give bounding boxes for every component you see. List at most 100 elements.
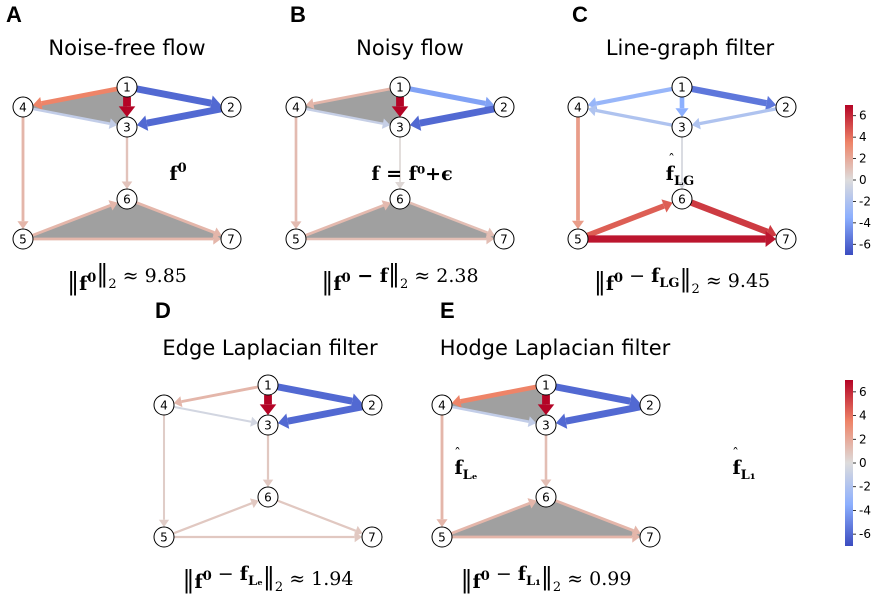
colorbar-tick: 4 — [859, 130, 867, 144]
norm-expression: ‖f0 − fL₁‖2 ≈ 0.99 — [461, 563, 632, 595]
edge-1-2 — [555, 383, 641, 409]
node-2: 2 — [493, 96, 515, 118]
svg-text:3: 3 — [123, 121, 131, 135]
norm-expression: ‖f0 − fLG‖2 ≈ 9.45 — [594, 265, 770, 297]
svg-text:4: 4 — [19, 101, 27, 115]
panel-a: A Noise-free flow 1 2 3 4 5 6 7 f0 ‖f0‖2 ≈ 9.85 — [6, 2, 242, 297]
node-4: 4 — [431, 394, 453, 416]
panel-b: B Noisy flow 1 2 3 4 5 6 7 f = f⁰+ϵ ‖f0 − f‖2 ≈ 2.… — [285, 2, 515, 297]
flow-label: f0 — [169, 161, 186, 185]
node-2: 2 — [639, 394, 661, 416]
colorbar-tick: 4 — [859, 409, 867, 423]
norm-expression: ‖f0 − fLₑ‖2 ≈ 1.94 — [183, 563, 354, 595]
edge-4-5 — [571, 117, 585, 229]
filled-triangle — [296, 87, 400, 127]
filled-triangle — [442, 497, 650, 537]
flow-label: fLₑ — [454, 457, 477, 483]
node-4: 4 — [567, 96, 589, 118]
colorbar-tick: -2 — [859, 194, 871, 208]
edge-1-2 — [691, 85, 777, 111]
svg-text:5: 5 — [292, 233, 300, 247]
svg-text:6: 6 — [678, 193, 686, 207]
edge-5-6 — [31, 200, 118, 237]
node-2: 2 — [361, 394, 383, 416]
flow-label: fLG — [666, 163, 694, 189]
node-5: 5 — [567, 228, 589, 250]
edge-1-3 — [675, 97, 689, 117]
svg-text:4: 4 — [438, 399, 446, 413]
edge-5-6 — [586, 199, 673, 239]
node-6: 6 — [389, 188, 411, 210]
edge-2-3 — [409, 105, 495, 131]
svg-text:7: 7 — [782, 233, 790, 247]
edge-4-3 — [32, 107, 118, 130]
node-3: 3 — [535, 414, 557, 436]
panel-title: Noisy flow — [356, 36, 464, 60]
colorbar-gradient — [845, 380, 853, 546]
node-7: 7 — [220, 228, 242, 250]
hat-accent: ˆ — [732, 446, 739, 462]
svg-text:7: 7 — [646, 531, 654, 545]
edge-4-3 — [451, 405, 537, 428]
edge-3-4 — [587, 104, 673, 127]
panel-letter: E — [440, 298, 455, 323]
edge-1-4 — [305, 87, 391, 110]
svg-text:7: 7 — [227, 233, 235, 247]
colorbar-tick: 0 — [859, 456, 867, 470]
edge-4-5 — [158, 415, 170, 527]
edge-1-3 — [391, 97, 409, 117]
edge-2-3 — [691, 107, 777, 130]
norm-expression: ‖f0‖2 ≈ 9.85 — [67, 260, 187, 297]
edge-1-4 — [451, 384, 537, 408]
colorbars: 6 4 2 0 -2 -4 -6 6 4 2 0 -2 -4 -6 — [845, 105, 871, 546]
svg-text:1: 1 — [678, 81, 686, 95]
hat-accent: ˆ — [668, 152, 675, 168]
node-2: 2 — [220, 96, 242, 118]
edge-1-4 — [587, 86, 673, 110]
norm-expression: ‖f0 − f‖2 ≈ 2.38 — [321, 260, 478, 297]
edge-1-3 — [259, 395, 277, 415]
panel-letter: D — [155, 298, 171, 323]
node-6: 6 — [257, 486, 279, 508]
svg-text:3: 3 — [542, 419, 550, 433]
edge-1-4 — [32, 86, 118, 110]
edge-5-6 — [450, 498, 537, 535]
edge-1-2 — [277, 383, 363, 409]
filled-triangle — [296, 199, 504, 239]
edge-5-7 — [306, 233, 494, 245]
node-5: 5 — [285, 228, 307, 250]
filled-triangle — [442, 385, 546, 425]
svg-text:4: 4 — [574, 101, 582, 115]
edge-4-5 — [290, 117, 302, 229]
panels: A Noise-free flow 1 2 3 4 5 6 7 f0 ‖f0‖2 ≈ 9.85 B No… — [6, 2, 797, 595]
edge-2-3 — [277, 403, 363, 429]
edge-5-7 — [588, 230, 776, 248]
node-7: 7 — [361, 526, 383, 548]
colorbar-2: 6 4 2 0 -2 -4 -6 — [845, 380, 871, 546]
edge-1-2 — [136, 85, 222, 111]
node-5: 5 — [431, 526, 453, 548]
flow-label: fL₁ — [732, 457, 755, 483]
node-5: 5 — [153, 526, 175, 548]
edge-1-3 — [118, 97, 136, 117]
svg-text:6: 6 — [542, 491, 550, 505]
colorbar-tick: -6 — [859, 527, 871, 541]
node-6: 6 — [671, 188, 693, 210]
svg-text:6: 6 — [264, 491, 272, 505]
edge-4-5 — [17, 117, 29, 229]
panel-title: Line-graph filter — [606, 36, 775, 60]
panel-letter: A — [6, 2, 22, 27]
colorbar-gradient — [845, 105, 853, 255]
svg-text:2: 2 — [368, 399, 376, 413]
node-3: 3 — [116, 116, 138, 138]
edge-5-6 — [172, 498, 259, 535]
svg-text:2: 2 — [646, 399, 654, 413]
node-7: 7 — [639, 526, 661, 548]
svg-text:2: 2 — [500, 101, 508, 115]
svg-text:5: 5 — [574, 233, 582, 247]
panel-title: Noise-free flow — [48, 36, 205, 60]
svg-text:6: 6 — [123, 193, 131, 207]
edge-4-3 — [173, 405, 259, 427]
